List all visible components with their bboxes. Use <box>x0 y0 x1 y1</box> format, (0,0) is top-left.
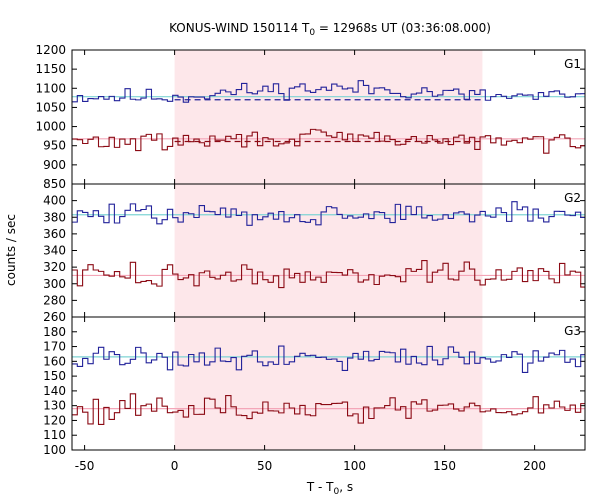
y-tick-label: 160 <box>43 354 66 368</box>
x-axis-label: T - T0, s <box>306 480 353 497</box>
count-rate-series <box>72 201 585 226</box>
count-rate-series <box>72 128 585 154</box>
panel-label: G2 <box>564 191 581 205</box>
y-axis-label: counts / sec <box>4 214 18 286</box>
count-rate-series <box>72 345 585 373</box>
panel-label: G1 <box>564 57 581 71</box>
panel-frame <box>71 316 586 451</box>
y-tick-label: 140 <box>43 384 66 398</box>
y-tick-label: 900 <box>43 158 66 172</box>
y-tick-label: 170 <box>43 340 66 354</box>
y-tick-label: 180 <box>43 325 66 339</box>
y-tick-label: 950 <box>43 139 66 153</box>
y-tick-label: 1200 <box>35 43 66 57</box>
y-tick-label: 300 <box>43 277 66 291</box>
y-tick-label: 1000 <box>35 120 66 134</box>
y-tick-label: 100 <box>43 443 66 457</box>
y-tick-label: 380 <box>43 210 66 224</box>
y-tick-label: 1150 <box>35 62 66 76</box>
chart-title: KONUS-WIND 150114 T0 = 12968s UT (03:36:… <box>169 21 491 38</box>
y-tick-label: 130 <box>43 399 66 413</box>
count-rate-series <box>72 80 585 103</box>
x-tick-label: 200 <box>523 459 546 473</box>
y-tick-label: 120 <box>43 413 66 427</box>
y-tick-label: 1050 <box>35 100 66 114</box>
y-tick-label: 360 <box>43 227 66 241</box>
x-tick-label: 50 <box>257 459 272 473</box>
y-tick-label: 850 <box>43 177 66 191</box>
y-tick-label: 150 <box>43 369 66 383</box>
x-tick-label: 150 <box>433 459 456 473</box>
highlight-interval <box>174 50 483 450</box>
x-tick-label: -50 <box>75 459 95 473</box>
y-tick-label: 340 <box>43 244 66 258</box>
plot-area: 85090095010001050110011501200G1260280300… <box>35 43 586 473</box>
y-tick-label: 1100 <box>35 81 66 95</box>
x-tick-label: 0 <box>171 459 179 473</box>
x-tick-label: 100 <box>343 459 366 473</box>
count-rate-series <box>72 260 585 289</box>
y-tick-label: 110 <box>43 428 66 442</box>
y-tick-label: 260 <box>43 310 66 324</box>
y-tick-label: 320 <box>43 260 66 274</box>
panel-label: G3 <box>564 324 581 338</box>
y-tick-label: 280 <box>43 293 66 307</box>
y-tick-label: 400 <box>43 194 66 208</box>
count-rate-series <box>72 393 585 425</box>
